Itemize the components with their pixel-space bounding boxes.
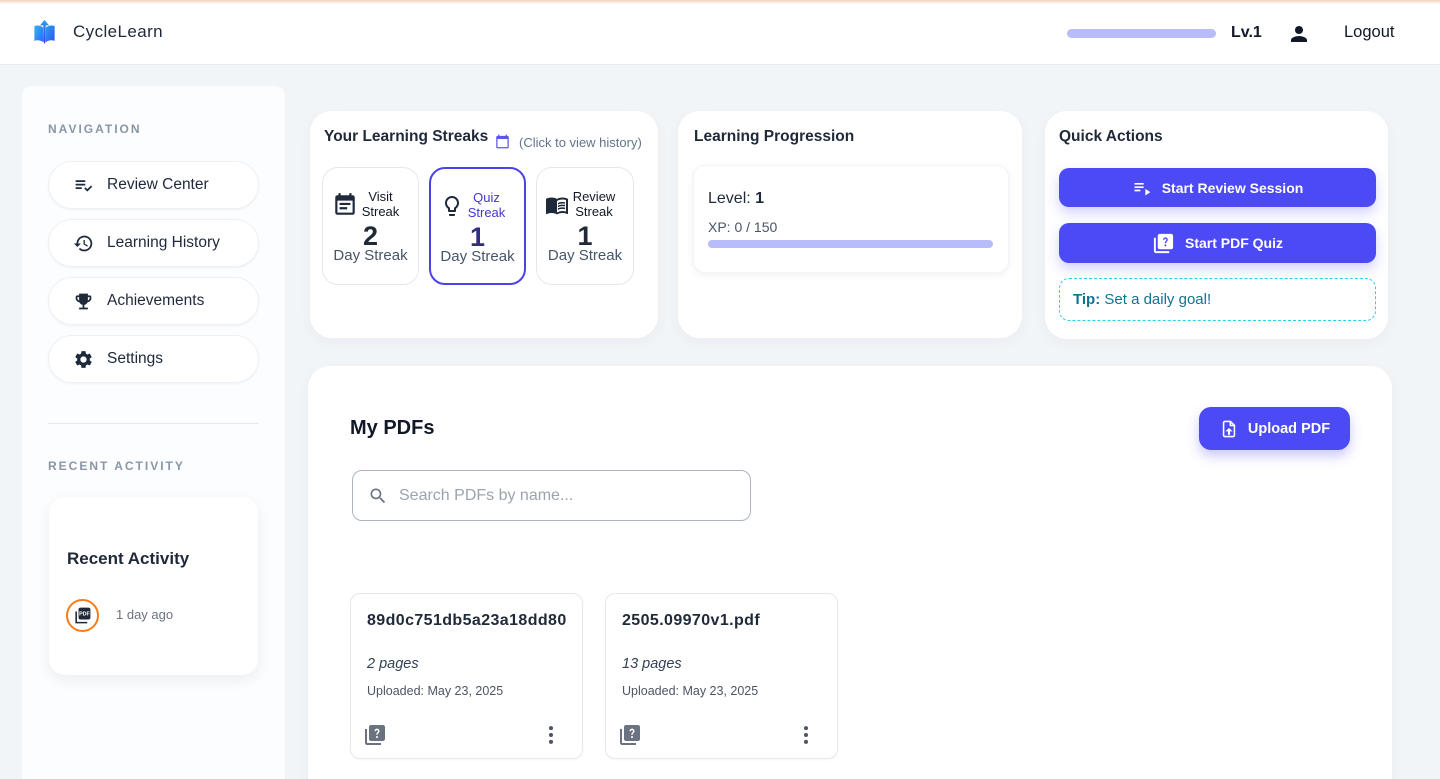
svg-text:PDF: PDF <box>79 612 90 618</box>
